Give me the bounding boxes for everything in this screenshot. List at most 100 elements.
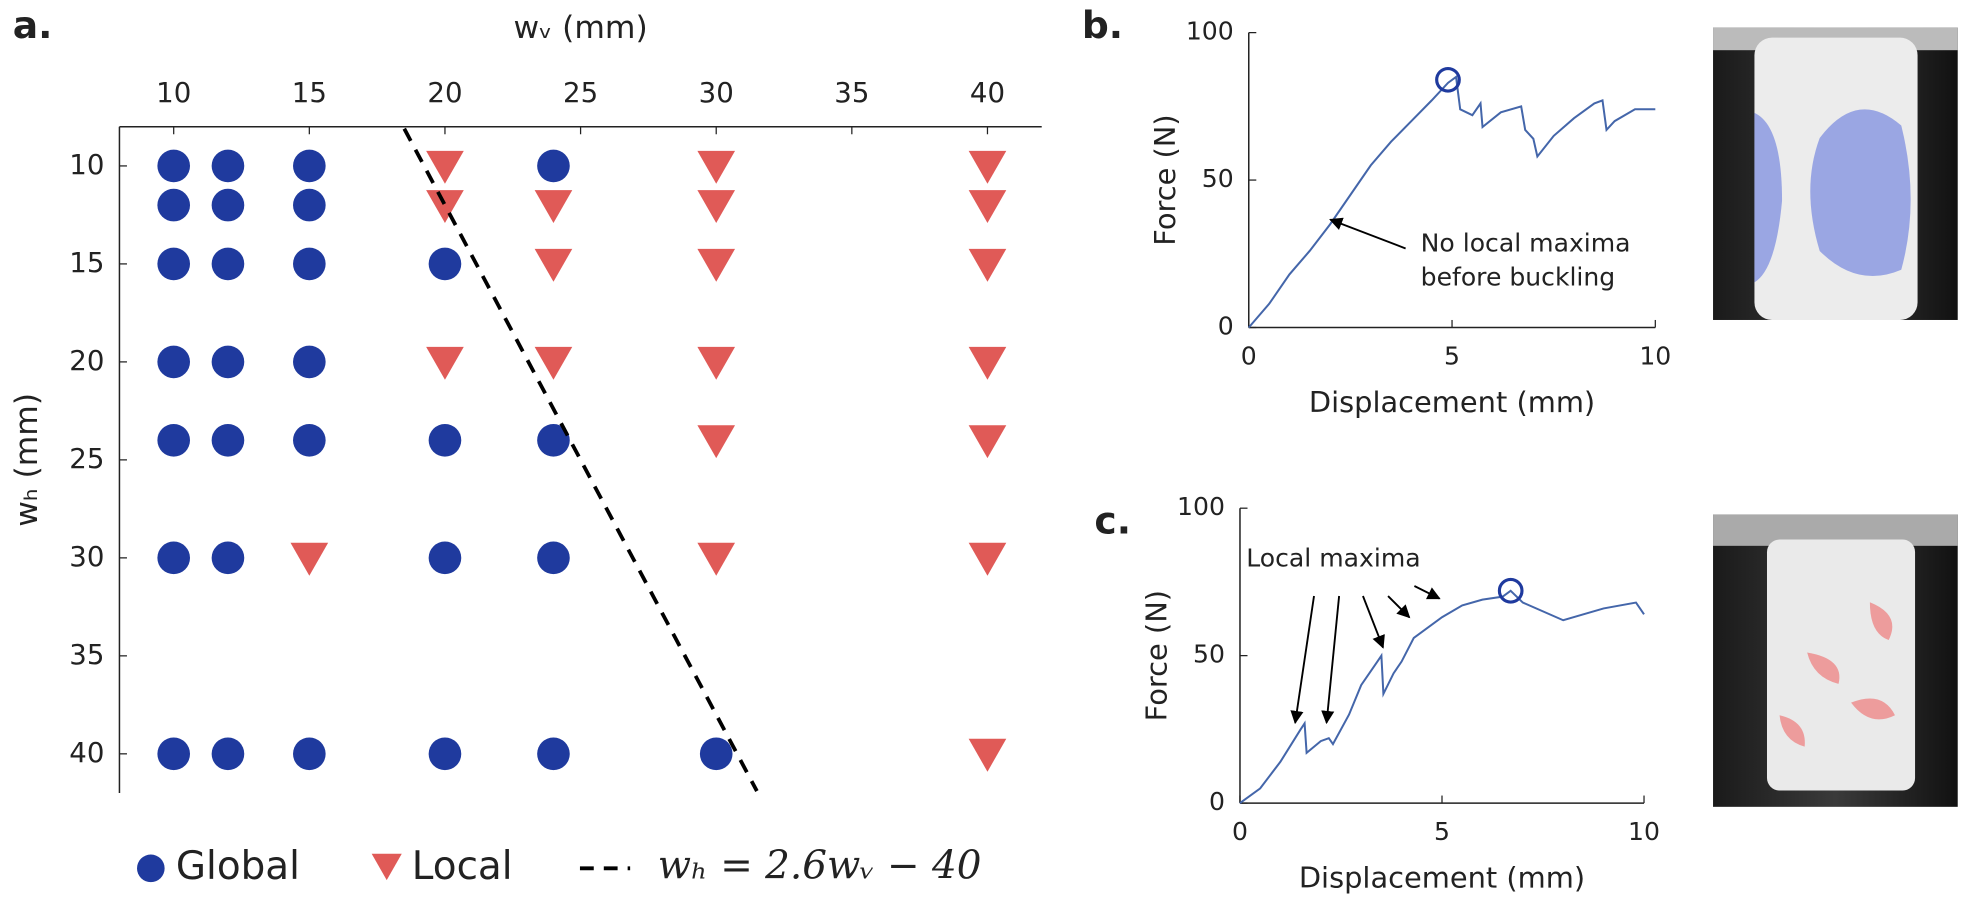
- y-tick-label: 20: [69, 344, 104, 377]
- annotation-arrow: [1329, 217, 1406, 250]
- y-tick-label: 30: [69, 540, 104, 573]
- global-point: [537, 149, 570, 183]
- local-point: [968, 425, 1007, 459]
- y-tick-label: 0: [1218, 312, 1234, 341]
- global-point: [293, 737, 326, 771]
- global-point: [428, 247, 462, 281]
- x-tick-label: 5: [1444, 342, 1460, 371]
- global-point: [293, 149, 326, 183]
- x-tick-label: 0: [1241, 342, 1257, 371]
- global-point: [157, 737, 191, 771]
- local-point: [697, 425, 736, 459]
- global-point: [428, 541, 462, 575]
- y-tick-label: 40: [69, 736, 104, 769]
- x-axis-title: Displacement (mm): [1299, 861, 1585, 895]
- local-point: [697, 190, 736, 224]
- local-point: [968, 248, 1007, 282]
- local-point: [426, 190, 464, 224]
- photo-c: [1713, 514, 1958, 807]
- legend-label: Global: [176, 844, 300, 889]
- y-tick-label: 100: [1177, 492, 1225, 521]
- y-axis-title: Force (N): [1148, 114, 1182, 245]
- local-point: [290, 542, 329, 576]
- annotation: Local maxima: [1246, 544, 1420, 573]
- local-point: [968, 190, 1007, 224]
- global-point: [537, 541, 570, 575]
- local-point: [697, 346, 736, 380]
- panel-label: c.: [1094, 499, 1131, 543]
- local-point: [968, 542, 1007, 576]
- annotation: before buckling: [1421, 263, 1616, 292]
- local-point: [968, 346, 1007, 380]
- global-point: [537, 423, 570, 457]
- y-tick-label: 10: [69, 148, 104, 181]
- global-point: [211, 247, 245, 281]
- peak-marker: [1435, 66, 1461, 93]
- annotation: No local maxima: [1421, 229, 1631, 258]
- x-tick-label: 10: [1639, 342, 1671, 371]
- annotation-arrow: [1362, 595, 1385, 649]
- x-tick-label: 10: [1628, 817, 1660, 846]
- global-point: [211, 423, 245, 457]
- legend-label: Local: [412, 844, 513, 889]
- panel-label: a.: [13, 3, 53, 47]
- global-point: [428, 737, 462, 771]
- local-point: [534, 190, 573, 224]
- annotation-arrow: [1290, 595, 1315, 725]
- global-point: [293, 345, 326, 379]
- local-point: [697, 542, 736, 576]
- local-point: [697, 248, 736, 282]
- annotation-arrow: [1387, 595, 1411, 619]
- force-curve: [1239, 589, 1645, 804]
- y-tick-label: 25: [69, 442, 104, 475]
- peak-marker: [1497, 577, 1524, 604]
- local-point: [426, 150, 464, 184]
- y-tick-label: 15: [69, 246, 104, 279]
- global-point: [157, 423, 191, 457]
- x-tick-label: 10: [156, 76, 191, 109]
- legend-label: wₕ = 2.6wᵥ − 40: [658, 843, 982, 888]
- global-point: [157, 149, 191, 183]
- annotation-arrow: [1321, 595, 1341, 725]
- global-point: [699, 737, 733, 771]
- local-point: [426, 346, 464, 380]
- y-tick-label: 0: [1209, 787, 1225, 816]
- x-tick-label: 40: [970, 76, 1005, 109]
- x-tick-label: 30: [699, 76, 734, 109]
- global-point: [293, 188, 326, 222]
- photo-b: [1713, 27, 1958, 320]
- x-axis-title: Displacement (mm): [1309, 385, 1595, 419]
- global-point: [537, 737, 570, 771]
- force-curve: [1248, 75, 1656, 329]
- global-point: [293, 247, 326, 281]
- global-point: [293, 423, 326, 457]
- x-tick-label: 0: [1232, 817, 1248, 846]
- annotation-arrow: [1413, 585, 1441, 600]
- global-point: [157, 345, 191, 379]
- global-point: [157, 247, 191, 281]
- global-point: [211, 149, 245, 183]
- global-point: [211, 737, 245, 771]
- x-tick-label: 5: [1434, 817, 1450, 846]
- y-axis-title: Force (N): [1139, 590, 1173, 721]
- x-tick-label: 25: [563, 76, 598, 109]
- local-point: [534, 248, 573, 282]
- legend-marker: [371, 853, 402, 881]
- global-point: [211, 541, 245, 575]
- y-tick-label: 50: [1193, 640, 1225, 669]
- y-tick-label: 50: [1202, 164, 1234, 193]
- local-point: [968, 738, 1007, 772]
- legend-marker: [137, 854, 165, 883]
- x-tick-label: 35: [834, 76, 869, 109]
- x-axis-title: wᵥ (mm): [513, 10, 647, 46]
- local-point: [968, 150, 1007, 184]
- local-point: [697, 150, 736, 184]
- global-point: [157, 541, 191, 575]
- local-point: [534, 346, 573, 380]
- global-point: [211, 188, 245, 222]
- global-point: [157, 188, 191, 222]
- x-tick-label: 15: [292, 76, 327, 109]
- y-tick-label: 100: [1186, 17, 1234, 46]
- global-point: [211, 345, 245, 379]
